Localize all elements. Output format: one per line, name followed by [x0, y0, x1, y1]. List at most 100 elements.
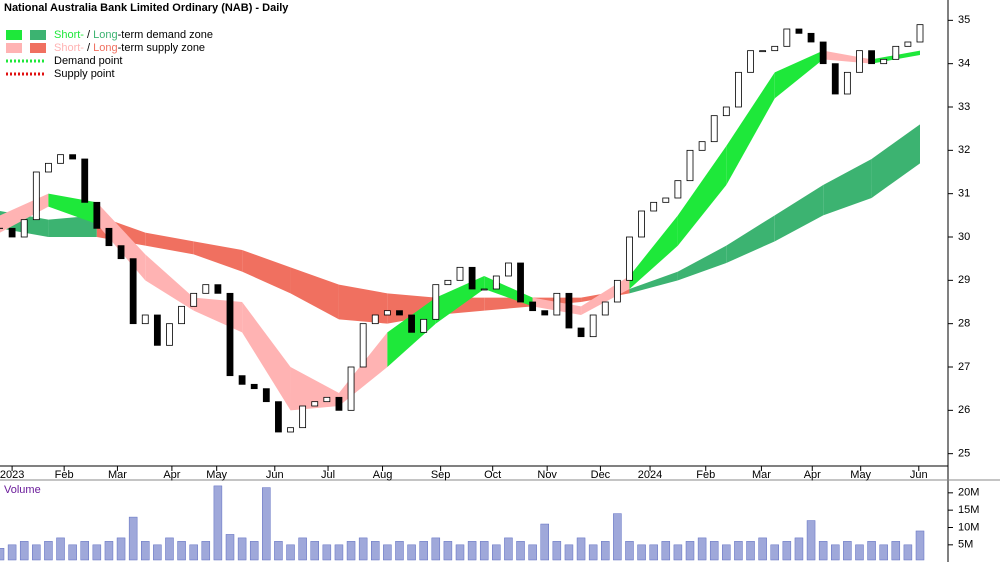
candle	[371, 314, 379, 325]
volume-bar	[68, 544, 77, 561]
volume-bar	[286, 544, 295, 561]
volume-bar	[601, 541, 610, 561]
y-tick-label: 33	[958, 101, 970, 113]
long-band-segment	[242, 250, 291, 294]
candle	[795, 28, 803, 34]
legend-entry: Short- / Long-term supply zone	[54, 42, 205, 54]
volume-bar	[383, 544, 392, 561]
candle	[190, 292, 198, 307]
candle	[710, 115, 718, 143]
y-tick-label: 26	[958, 404, 970, 416]
candle	[747, 50, 754, 73]
chart-title: National Australia Bank Limited Ordinary…	[4, 2, 289, 14]
volume-bar	[661, 541, 671, 561]
volume-bar	[504, 537, 513, 561]
candle	[444, 279, 452, 286]
candle	[892, 45, 900, 60]
candle	[771, 45, 779, 52]
candle	[432, 284, 440, 320]
candle	[613, 279, 621, 303]
volume-bar	[116, 537, 126, 561]
volume-bar	[782, 541, 792, 561]
candle	[287, 427, 294, 433]
short-band-segment	[774, 50, 824, 99]
candle	[868, 50, 875, 65]
candle	[323, 396, 331, 403]
volume-bar	[189, 544, 198, 561]
volume-bar	[443, 541, 453, 561]
x-tick-label: Mar	[752, 469, 771, 481]
candle	[93, 201, 101, 229]
short-band-segment	[242, 302, 291, 411]
volume-bar	[44, 541, 53, 561]
volume-bar	[722, 544, 731, 561]
candle	[662, 197, 670, 203]
candle	[335, 396, 343, 411]
volume-bar	[213, 485, 223, 561]
volume-bar	[431, 537, 441, 561]
volume-bar	[697, 537, 707, 561]
volume-bar	[249, 541, 259, 561]
candle	[202, 284, 210, 294]
candle	[722, 106, 730, 117]
candle	[492, 275, 500, 290]
candle	[904, 41, 912, 47]
volume-bar	[455, 544, 465, 561]
volume-bar	[371, 541, 380, 561]
candle	[129, 258, 137, 325]
candle	[553, 292, 561, 316]
candle	[32, 171, 40, 221]
volume-bar	[673, 544, 683, 561]
candle	[541, 310, 549, 316]
x-tick-label: Sep	[431, 469, 451, 481]
candle	[843, 71, 851, 95]
volume-bar	[770, 544, 779, 561]
x-tick-label: 2024	[638, 469, 662, 481]
candle	[807, 32, 815, 43]
short-band-segment	[145, 254, 194, 311]
x-tick-label: May	[206, 469, 227, 481]
y-tick-label: 32	[958, 144, 970, 156]
volume-bar	[758, 537, 767, 561]
volume-bar	[322, 544, 332, 561]
candle	[674, 180, 682, 199]
candle	[735, 71, 742, 108]
legend-text: -term supply zone	[118, 42, 205, 54]
volume-bar	[831, 544, 840, 561]
volume-bar	[709, 541, 719, 561]
volume-bar	[298, 537, 307, 561]
volume-bar	[395, 541, 404, 561]
candle	[880, 58, 888, 65]
candle	[626, 236, 633, 281]
volume-tick-label: 15M	[958, 504, 979, 516]
long-band-segment	[48, 215, 97, 237]
volume-bar	[915, 530, 925, 561]
legend-text: Short-	[54, 29, 84, 41]
volume-bar	[201, 541, 211, 561]
x-tick-label: Jul	[321, 469, 335, 481]
volume-bar	[649, 544, 658, 561]
long-band-segment	[774, 185, 824, 242]
volume-bar	[310, 541, 319, 561]
legend-entry: Short- / Long-term demand zone	[54, 29, 213, 41]
volume-label: Volume	[4, 484, 41, 496]
volume-bar	[576, 537, 586, 561]
candle	[686, 149, 694, 182]
legend-text: Long	[93, 29, 117, 41]
volume-bar	[165, 537, 174, 561]
candle	[299, 405, 307, 429]
volume-bar	[479, 541, 489, 561]
x-tick-label: Feb	[55, 469, 74, 481]
volume-bar	[746, 541, 755, 561]
candle	[529, 301, 537, 312]
long-band-segment	[823, 159, 872, 216]
volume-bar	[588, 544, 598, 561]
candle	[250, 383, 258, 390]
volume-bar	[625, 541, 634, 561]
candle	[480, 288, 488, 291]
volume-tick-label: 20M	[958, 487, 979, 499]
volume-bar	[128, 516, 138, 561]
candle	[396, 310, 403, 316]
